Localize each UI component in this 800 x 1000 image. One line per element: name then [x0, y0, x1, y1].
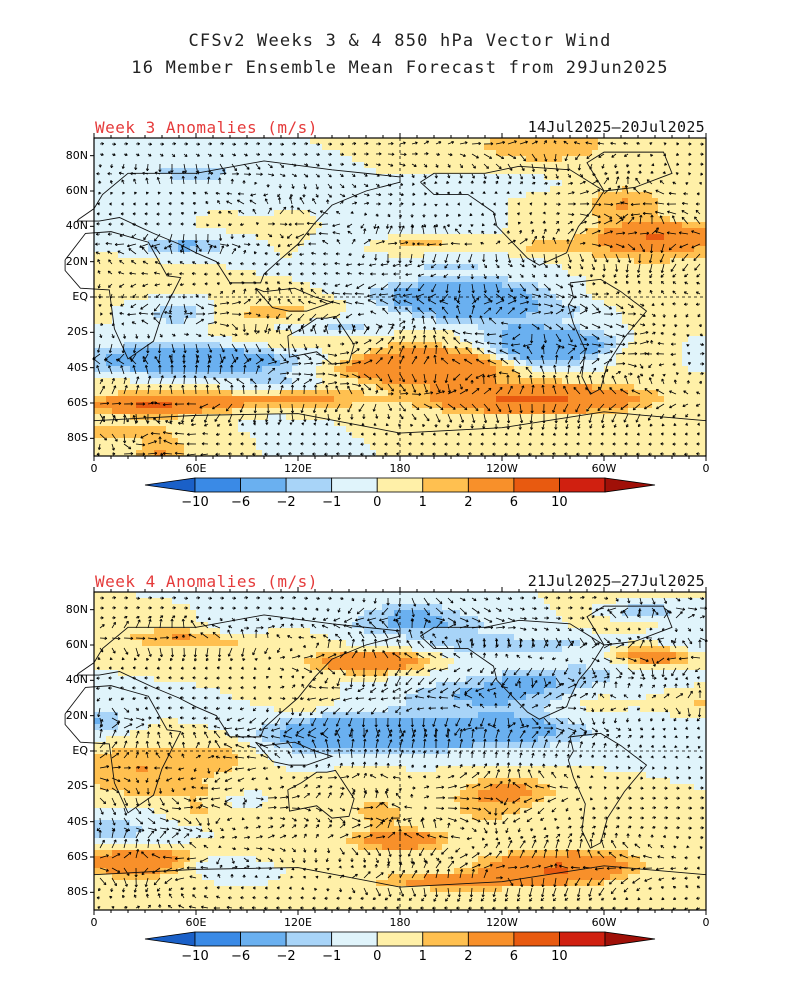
latitude-label: 40S	[67, 360, 88, 374]
colorbar-label: 0	[373, 495, 382, 510]
panel-title: Week 3 Anomalies (m/s)	[95, 118, 318, 137]
longitude-label: 0	[90, 462, 98, 475]
panel-title: Week 4 Anomalies (m/s)	[95, 572, 318, 591]
latitude-label: 80S	[67, 885, 88, 899]
panel-date-range: 14Jul2025—20Jul2025	[527, 118, 705, 136]
colorbar-label: 0	[373, 949, 382, 964]
colorbar-label: −6	[230, 495, 251, 510]
colorbar-label: 1	[418, 495, 427, 510]
latitude-label: 40S	[67, 814, 88, 828]
colorbar-label: −2	[276, 949, 296, 964]
colorbar-label: 1	[418, 949, 427, 964]
latitude-label: 60S	[67, 396, 88, 409]
latitude-label: 60N	[65, 638, 88, 651]
wind-vectors	[92, 140, 705, 457]
latitude-label: 20N	[65, 254, 88, 268]
longitude-label: 120E	[284, 916, 312, 929]
colorbar-label: 2	[464, 495, 473, 510]
longitude-label: 60W	[591, 916, 617, 929]
latitude-label: 20S	[67, 779, 88, 793]
wind-anomaly-map	[64, 587, 708, 947]
colorbar-label: 10	[551, 949, 568, 964]
longitude-label: 60E	[185, 916, 207, 929]
longitude-label: 0	[702, 916, 710, 929]
colorbar	[144, 931, 656, 947]
panel-date-range: 21Jul2025—27Jul2025	[527, 572, 705, 590]
latitude-label: 20S	[67, 325, 88, 339]
colorbar-label: 2	[464, 949, 473, 964]
longitude-label: 0	[90, 916, 98, 929]
latitude-label: EQ	[72, 290, 88, 303]
colorbar-label: −10	[181, 949, 209, 964]
colorbar-label: 10	[551, 495, 568, 510]
longitude-label: 60E	[185, 462, 207, 475]
week4-panel: Week 4 Anomalies (m/s) 21Jul2025—27Jul20…	[0, 572, 800, 982]
latitude-label: 60N	[65, 184, 88, 197]
anomaly-shading	[94, 592, 707, 911]
colorbar-label: −6	[230, 949, 251, 964]
figure-title-line2: 16 Member Ensemble Mean Forecast from 29…	[131, 58, 669, 78]
longitude-label: 180	[389, 462, 411, 475]
latitude-label: 80N	[65, 148, 88, 162]
colorbar-label: 6	[509, 949, 519, 964]
colorbar-label: 6	[509, 495, 519, 510]
latitude-label: 80S	[67, 431, 88, 445]
week3-panel: Week 3 Anomalies (m/s) 14Jul2025—20Jul20…	[0, 118, 800, 528]
colorbar	[144, 477, 656, 493]
latitude-label: 40N	[65, 673, 88, 687]
wind-vectors	[96, 595, 708, 911]
latitude-label: EQ	[72, 744, 88, 757]
longitude-label: 60W	[591, 462, 617, 475]
latitude-label: 40N	[65, 219, 88, 233]
wind-anomaly-map	[64, 133, 707, 493]
colorbar-label: −2	[276, 495, 296, 510]
longitude-label: 120W	[486, 462, 518, 475]
longitude-label: 180	[389, 916, 411, 929]
latitude-label: 60S	[67, 850, 88, 863]
latitude-label: 20N	[65, 708, 88, 722]
longitude-label: 120E	[284, 462, 312, 475]
colorbar-label: −1	[322, 949, 342, 964]
colorbar-label: −1	[322, 495, 342, 510]
latitude-label: 80N	[65, 602, 88, 616]
colorbar-label: −10	[181, 495, 209, 510]
anomaly-shading	[94, 138, 707, 457]
figure-title-line1: CFSv2 Weeks 3 & 4 850 hPa Vector Wind	[188, 31, 612, 51]
longitude-label: 0	[702, 462, 710, 475]
longitude-label: 120W	[486, 916, 518, 929]
